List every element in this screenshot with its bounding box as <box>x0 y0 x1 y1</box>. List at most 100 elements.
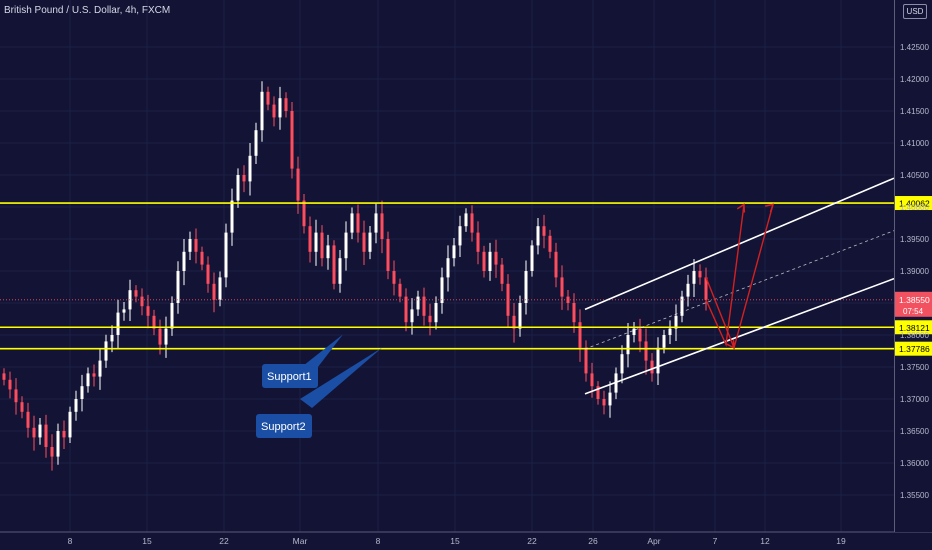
candle-body <box>674 315 678 329</box>
arrowhead-b <box>764 203 775 213</box>
candle-body <box>164 328 168 345</box>
candle-body <box>554 251 558 278</box>
candle-body <box>668 328 672 335</box>
candle-body <box>116 312 120 335</box>
candle-body <box>56 431 60 457</box>
grid <box>0 0 894 532</box>
price-axis[interactable] <box>894 0 932 532</box>
time-tick-label: Apr <box>647 536 660 546</box>
candle-body <box>608 392 612 406</box>
candle-body <box>260 91 264 131</box>
candle-body <box>140 296 144 307</box>
candle-body <box>350 213 354 233</box>
candle-body <box>326 245 330 259</box>
candle-body <box>50 447 54 457</box>
candle-body <box>524 271 528 303</box>
candle-body <box>446 258 450 278</box>
candle-body <box>224 232 228 278</box>
candle-body <box>242 175 246 182</box>
candle-body <box>638 328 642 342</box>
candle-body <box>542 226 546 236</box>
time-tick-label: 12 <box>760 536 770 546</box>
support-callouts[interactable]: Support1 Support2 <box>256 334 382 438</box>
candle-body <box>656 347 660 374</box>
chart-title: British Pound / U.S. Dollar, 4h, FXCM <box>4 5 171 16</box>
candle-body <box>320 232 324 259</box>
time-tick-label: 22 <box>527 536 537 546</box>
candle-body <box>290 111 294 169</box>
candle-body <box>692 271 696 284</box>
candle-body <box>464 213 468 227</box>
horizontal-levels[interactable] <box>0 202 894 350</box>
time-tick-label: 8 <box>68 536 73 546</box>
candle-body <box>698 271 702 278</box>
candle-body <box>182 251 186 271</box>
callout-label-support1: Support1 <box>267 371 312 383</box>
candle-body <box>206 264 210 284</box>
candle-body <box>296 168 300 201</box>
candle-body <box>308 226 312 252</box>
candle-body <box>62 431 66 438</box>
candle-body <box>374 213 378 233</box>
candle-body <box>284 98 288 111</box>
candle-body <box>86 373 90 387</box>
time-axis[interactable]: 8 15 22 Mar 8 15 22 26 Apr 7 12 19 <box>0 531 932 546</box>
candle-body <box>332 245 336 284</box>
candle-body <box>272 104 276 118</box>
candle-body <box>644 341 648 361</box>
candle-body <box>560 277 564 297</box>
candle-body <box>494 251 498 265</box>
candle-body <box>572 303 576 323</box>
candle-body <box>362 232 366 252</box>
candle-body <box>440 277 444 303</box>
candle-body <box>548 235 552 252</box>
arrowhead-a <box>736 203 746 213</box>
projection-arrows[interactable] <box>705 203 775 351</box>
candle-body <box>590 373 594 387</box>
candle-body <box>14 389 18 403</box>
candle-body <box>428 315 432 323</box>
candle-body <box>80 386 84 399</box>
candle-body <box>596 386 600 399</box>
channel-mid-line <box>584 230 895 350</box>
candle-body <box>626 335 630 355</box>
candle-body <box>620 354 624 374</box>
candle-body <box>158 328 162 345</box>
candle-body <box>386 239 390 271</box>
projection-path-a <box>705 204 745 348</box>
candle-body <box>302 200 306 227</box>
time-tick-label: 22 <box>219 536 229 546</box>
candle-body <box>188 239 192 252</box>
time-tick-label: Mar <box>293 536 308 546</box>
candle-body <box>170 303 174 329</box>
candle-body <box>518 303 522 329</box>
candle-body <box>2 373 6 380</box>
arrowhead-b-down <box>726 339 735 350</box>
candle-body <box>704 277 708 300</box>
time-tick-label: 15 <box>450 536 460 546</box>
candle-body <box>98 360 102 377</box>
candle-body <box>248 155 252 182</box>
candle-body <box>686 283 690 297</box>
candle-body <box>266 91 270 105</box>
candle-body <box>416 296 420 310</box>
currency-badge[interactable]: USD <box>903 4 927 19</box>
callout-label-support2: Support2 <box>261 421 306 433</box>
candle-body <box>482 251 486 271</box>
time-tick-label: 7 <box>713 536 718 546</box>
candle-body <box>488 251 492 271</box>
callout-pointer-1 <box>300 334 343 373</box>
candle-body <box>278 98 282 118</box>
candle-body <box>212 283 216 300</box>
candle-body <box>254 130 258 156</box>
candle-body <box>314 232 318 252</box>
candle-body <box>470 213 474 233</box>
candle-body <box>434 303 438 323</box>
candle-body <box>578 322 582 348</box>
candle-body <box>680 296 684 316</box>
candle-body <box>32 427 36 438</box>
candle-body <box>458 226 462 246</box>
time-tick-label: 26 <box>588 536 598 546</box>
candle-body <box>152 315 156 329</box>
